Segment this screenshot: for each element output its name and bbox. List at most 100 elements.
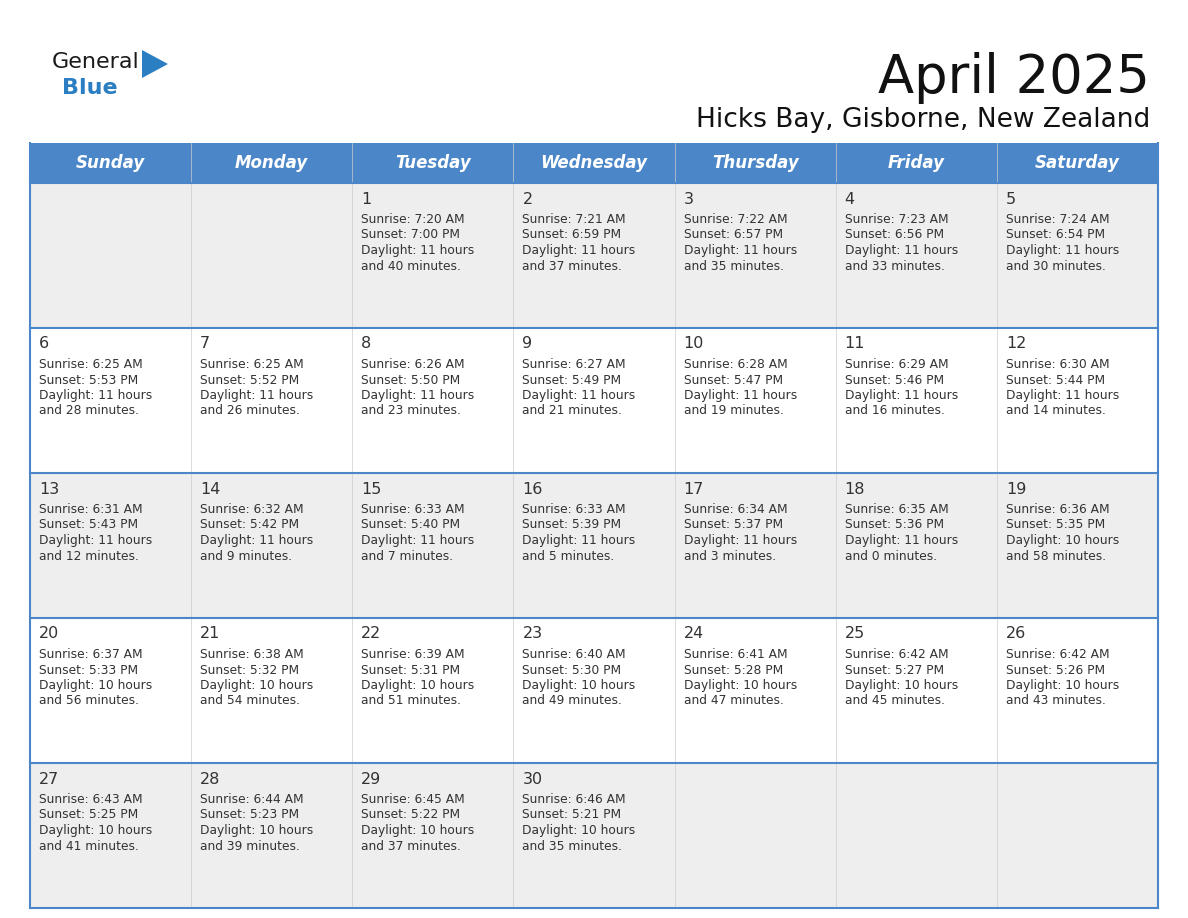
Text: Daylight: 11 hours: Daylight: 11 hours — [523, 389, 636, 402]
Text: Sunrise: 6:31 AM: Sunrise: 6:31 AM — [39, 503, 143, 516]
Text: 25: 25 — [845, 626, 865, 642]
Text: Daylight: 11 hours: Daylight: 11 hours — [845, 534, 958, 547]
Text: and 3 minutes.: and 3 minutes. — [683, 550, 776, 563]
Text: Sunrise: 7:20 AM: Sunrise: 7:20 AM — [361, 213, 465, 226]
Text: Sunrise: 6:40 AM: Sunrise: 6:40 AM — [523, 648, 626, 661]
Bar — [30, 763, 1158, 908]
Text: Sunrise: 6:36 AM: Sunrise: 6:36 AM — [1006, 503, 1110, 516]
Text: Sunset: 5:36 PM: Sunset: 5:36 PM — [845, 519, 943, 532]
Text: 28: 28 — [200, 771, 221, 787]
Text: Daylight: 10 hours: Daylight: 10 hours — [200, 679, 314, 692]
Text: Sunrise: 6:33 AM: Sunrise: 6:33 AM — [361, 503, 465, 516]
Text: and 5 minutes.: and 5 minutes. — [523, 550, 614, 563]
Text: and 7 minutes.: and 7 minutes. — [361, 550, 454, 563]
Text: 4: 4 — [845, 192, 855, 207]
Text: Sunset: 5:50 PM: Sunset: 5:50 PM — [361, 374, 461, 386]
Text: and 28 minutes.: and 28 minutes. — [39, 405, 139, 418]
Text: Daylight: 11 hours: Daylight: 11 hours — [683, 389, 797, 402]
Bar — [30, 183, 1158, 328]
Text: and 41 minutes.: and 41 minutes. — [39, 839, 139, 853]
Text: Daylight: 10 hours: Daylight: 10 hours — [200, 824, 314, 837]
Text: Sunrise: 6:43 AM: Sunrise: 6:43 AM — [39, 793, 143, 806]
Text: and 49 minutes.: and 49 minutes. — [523, 695, 623, 708]
Text: General: General — [52, 52, 140, 72]
Text: Sunset: 5:40 PM: Sunset: 5:40 PM — [361, 519, 461, 532]
Text: Sunrise: 6:25 AM: Sunrise: 6:25 AM — [39, 358, 143, 371]
Text: and 9 minutes.: and 9 minutes. — [200, 550, 292, 563]
Text: Sunset: 5:28 PM: Sunset: 5:28 PM — [683, 664, 783, 677]
Polygon shape — [143, 50, 168, 78]
Text: Sunrise: 6:38 AM: Sunrise: 6:38 AM — [200, 648, 304, 661]
Text: Daylight: 11 hours: Daylight: 11 hours — [683, 534, 797, 547]
Text: Hicks Bay, Gisborne, New Zealand: Hicks Bay, Gisborne, New Zealand — [696, 107, 1150, 133]
Text: Daylight: 10 hours: Daylight: 10 hours — [361, 824, 474, 837]
Text: Sunrise: 6:29 AM: Sunrise: 6:29 AM — [845, 358, 948, 371]
Text: 11: 11 — [845, 337, 865, 352]
Text: 12: 12 — [1006, 337, 1026, 352]
Text: Daylight: 10 hours: Daylight: 10 hours — [523, 679, 636, 692]
Text: and 19 minutes.: and 19 minutes. — [683, 405, 783, 418]
Text: Sunset: 5:35 PM: Sunset: 5:35 PM — [1006, 519, 1105, 532]
Text: 6: 6 — [39, 337, 49, 352]
Text: Sunrise: 6:42 AM: Sunrise: 6:42 AM — [845, 648, 948, 661]
Text: Sunrise: 6:46 AM: Sunrise: 6:46 AM — [523, 793, 626, 806]
Text: 18: 18 — [845, 482, 865, 497]
Text: 29: 29 — [361, 771, 381, 787]
Text: Daylight: 10 hours: Daylight: 10 hours — [683, 679, 797, 692]
Text: 10: 10 — [683, 337, 704, 352]
Text: Daylight: 11 hours: Daylight: 11 hours — [845, 389, 958, 402]
Text: Sunset: 6:54 PM: Sunset: 6:54 PM — [1006, 229, 1105, 241]
Text: 24: 24 — [683, 626, 703, 642]
Text: Sunrise: 6:45 AM: Sunrise: 6:45 AM — [361, 793, 465, 806]
Bar — [30, 618, 1158, 763]
Text: Sunset: 5:26 PM: Sunset: 5:26 PM — [1006, 664, 1105, 677]
Text: Sunrise: 6:25 AM: Sunrise: 6:25 AM — [200, 358, 304, 371]
Text: Sunrise: 7:21 AM: Sunrise: 7:21 AM — [523, 213, 626, 226]
Text: Daylight: 10 hours: Daylight: 10 hours — [39, 824, 152, 837]
Text: 1: 1 — [361, 192, 372, 207]
Text: Sunset: 5:46 PM: Sunset: 5:46 PM — [845, 374, 943, 386]
Text: and 33 minutes.: and 33 minutes. — [845, 260, 944, 273]
Text: 19: 19 — [1006, 482, 1026, 497]
Text: 2: 2 — [523, 192, 532, 207]
Text: Sunrise: 6:35 AM: Sunrise: 6:35 AM — [845, 503, 948, 516]
Text: 26: 26 — [1006, 626, 1026, 642]
Text: Wednesday: Wednesday — [541, 154, 647, 172]
Text: April 2025: April 2025 — [878, 52, 1150, 104]
Text: Sunset: 5:27 PM: Sunset: 5:27 PM — [845, 664, 943, 677]
Text: Sunrise: 7:23 AM: Sunrise: 7:23 AM — [845, 213, 948, 226]
Text: 23: 23 — [523, 626, 543, 642]
Text: 22: 22 — [361, 626, 381, 642]
Text: Daylight: 10 hours: Daylight: 10 hours — [361, 679, 474, 692]
Text: and 14 minutes.: and 14 minutes. — [1006, 405, 1106, 418]
Text: Sunset: 5:21 PM: Sunset: 5:21 PM — [523, 809, 621, 822]
Text: and 35 minutes.: and 35 minutes. — [683, 260, 784, 273]
Text: Daylight: 11 hours: Daylight: 11 hours — [361, 534, 474, 547]
Text: and 30 minutes.: and 30 minutes. — [1006, 260, 1106, 273]
Text: 5: 5 — [1006, 192, 1016, 207]
Text: Sunrise: 6:41 AM: Sunrise: 6:41 AM — [683, 648, 788, 661]
Bar — [30, 328, 1158, 473]
Text: Daylight: 10 hours: Daylight: 10 hours — [1006, 679, 1119, 692]
Text: and 43 minutes.: and 43 minutes. — [1006, 695, 1106, 708]
Text: Daylight: 10 hours: Daylight: 10 hours — [39, 679, 152, 692]
Bar — [30, 473, 1158, 618]
Text: and 47 minutes.: and 47 minutes. — [683, 695, 783, 708]
Text: and 37 minutes.: and 37 minutes. — [523, 260, 623, 273]
Bar — [30, 143, 1158, 183]
Text: Sunset: 5:53 PM: Sunset: 5:53 PM — [39, 374, 138, 386]
Text: 30: 30 — [523, 771, 543, 787]
Text: and 54 minutes.: and 54 minutes. — [200, 695, 301, 708]
Text: Daylight: 11 hours: Daylight: 11 hours — [39, 534, 152, 547]
Text: and 35 minutes.: and 35 minutes. — [523, 839, 623, 853]
Text: Sunset: 5:31 PM: Sunset: 5:31 PM — [361, 664, 461, 677]
Text: 8: 8 — [361, 337, 372, 352]
Text: Sunset: 7:00 PM: Sunset: 7:00 PM — [361, 229, 460, 241]
Text: Daylight: 11 hours: Daylight: 11 hours — [39, 389, 152, 402]
Text: Daylight: 10 hours: Daylight: 10 hours — [845, 679, 958, 692]
Text: 17: 17 — [683, 482, 704, 497]
Text: Sunset: 5:44 PM: Sunset: 5:44 PM — [1006, 374, 1105, 386]
Text: Sunset: 5:47 PM: Sunset: 5:47 PM — [683, 374, 783, 386]
Text: Daylight: 11 hours: Daylight: 11 hours — [523, 534, 636, 547]
Text: Sunset: 6:57 PM: Sunset: 6:57 PM — [683, 229, 783, 241]
